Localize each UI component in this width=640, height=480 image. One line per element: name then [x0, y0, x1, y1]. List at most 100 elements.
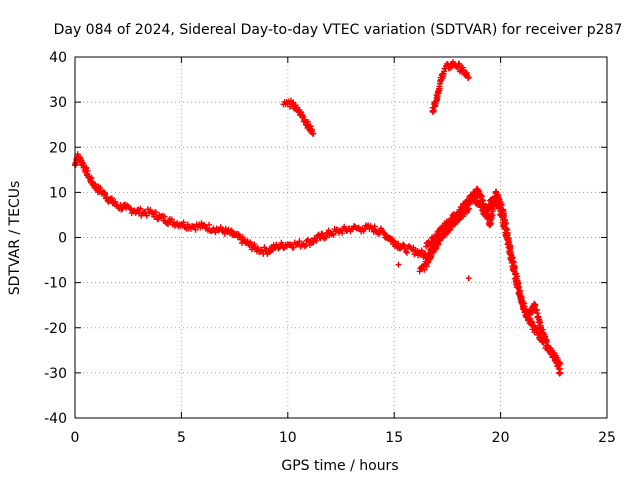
data-point-main [118, 206, 125, 213]
data-point-main [192, 226, 199, 233]
data-point-main [152, 209, 159, 216]
y-tick-label: -20 [44, 321, 67, 337]
data-point-main [176, 221, 183, 228]
data-point-main [126, 205, 133, 212]
data-point-outliers [465, 275, 472, 282]
data-point-main [197, 224, 204, 231]
x-tick-label: 20 [492, 430, 510, 446]
data-point-main [273, 241, 280, 248]
data-point-evening-b [537, 322, 544, 329]
data-point-evening-b [521, 303, 528, 310]
data-point-segment-10h [309, 130, 316, 137]
data-point-main [418, 247, 425, 254]
data-point-main [280, 245, 287, 252]
data-point-main [83, 165, 90, 172]
y-tick-label: -40 [44, 411, 67, 427]
data-point-evening-b [512, 264, 519, 271]
data-point-main [137, 205, 144, 212]
data-point-main [400, 241, 407, 248]
data-point-main [403, 249, 410, 256]
data-points [72, 59, 564, 377]
data-point-evening-b [469, 196, 476, 203]
data-point-outliers [395, 261, 402, 268]
data-point-evening-a [421, 266, 428, 273]
data-point-main [346, 225, 353, 232]
data-point-main [239, 234, 246, 241]
data-point-main [276, 244, 283, 251]
x-tick-label: 15 [385, 430, 403, 446]
data-point-main [293, 241, 300, 248]
axis-ticks: 0 5 10 15 20 25 -40 -30 -20 -10 0 10 20 30 40 [44, 50, 616, 446]
x-axis-label: GPS time / hours [281, 458, 398, 474]
x-tick-label: 0 [71, 430, 80, 446]
data-point-main [330, 231, 337, 238]
data-point-evening-a [465, 205, 472, 212]
data-point-main [84, 168, 91, 175]
data-point-segment-10h [286, 103, 293, 110]
x-tick-label: 5 [177, 430, 186, 446]
data-point-main [329, 230, 336, 237]
y-tick-label: 0 [58, 231, 67, 247]
data-point-main [255, 244, 262, 251]
data-point-segment-17h [449, 59, 456, 66]
data-point-evening-b [480, 197, 487, 204]
data-point-main [261, 244, 268, 251]
y-tick-label: 30 [49, 95, 67, 111]
data-point-main [325, 227, 332, 234]
data-point-main [371, 223, 378, 230]
data-point-main [322, 234, 329, 241]
data-point-main [401, 242, 408, 249]
data-point-main [97, 184, 104, 191]
data-point-evening-a [455, 217, 462, 224]
data-point-segment-17h [465, 75, 472, 82]
data-point-evening-b [502, 220, 509, 227]
y-axis-label: SDTVAR / TECUs [7, 181, 23, 296]
y-tick-label: -30 [44, 366, 67, 382]
y-tick-label: 20 [49, 140, 67, 156]
data-point-main [339, 230, 346, 237]
data-point-segment-17h [456, 61, 463, 68]
data-point-main [287, 241, 294, 248]
data-point-main [180, 219, 187, 226]
data-point-main [206, 221, 213, 228]
y-tick-label: 40 [49, 50, 67, 66]
data-point-main [161, 213, 168, 220]
data-point-main [119, 205, 126, 212]
data-point-evening-b [433, 234, 440, 241]
data-point-main [228, 227, 235, 234]
y-tick-label: -10 [44, 276, 67, 292]
data-point-evening-b [507, 242, 514, 249]
data-point-main [420, 253, 427, 260]
data-point-evening-b [505, 235, 512, 242]
data-point-evening-b [556, 359, 563, 366]
data-point-main [305, 236, 312, 243]
data-point-evening-b [498, 202, 505, 209]
data-point-main [217, 224, 224, 231]
data-point-main [410, 244, 417, 251]
data-point-evening-b [489, 208, 496, 215]
data-point-main [296, 238, 303, 245]
data-point-evening-b [517, 287, 524, 294]
grid [75, 57, 607, 418]
data-point-segment-17h [430, 107, 437, 114]
data-point-segment-10h [307, 123, 314, 130]
data-point-main [313, 237, 320, 244]
data-point-evening-b [544, 338, 551, 345]
x-tick-label: 10 [279, 430, 297, 446]
y-tick-label: 10 [49, 185, 67, 201]
x-tick-label: 25 [598, 430, 616, 446]
data-point-main [228, 228, 235, 235]
data-point-main [301, 243, 308, 250]
data-point-main [77, 156, 84, 163]
data-point-main [200, 221, 207, 228]
chart-title: Day 084 of 2024, Sidereal Day-to-day VTE… [54, 22, 623, 38]
data-point-evening-b [532, 301, 539, 308]
data-point-evening-b [478, 193, 485, 200]
data-point-main [112, 198, 119, 205]
data-point-main [389, 237, 396, 244]
data-point-main [252, 244, 259, 251]
data-point-main [141, 209, 148, 216]
data-point-evening-a [529, 319, 536, 326]
data-point-evening-b [547, 345, 554, 352]
